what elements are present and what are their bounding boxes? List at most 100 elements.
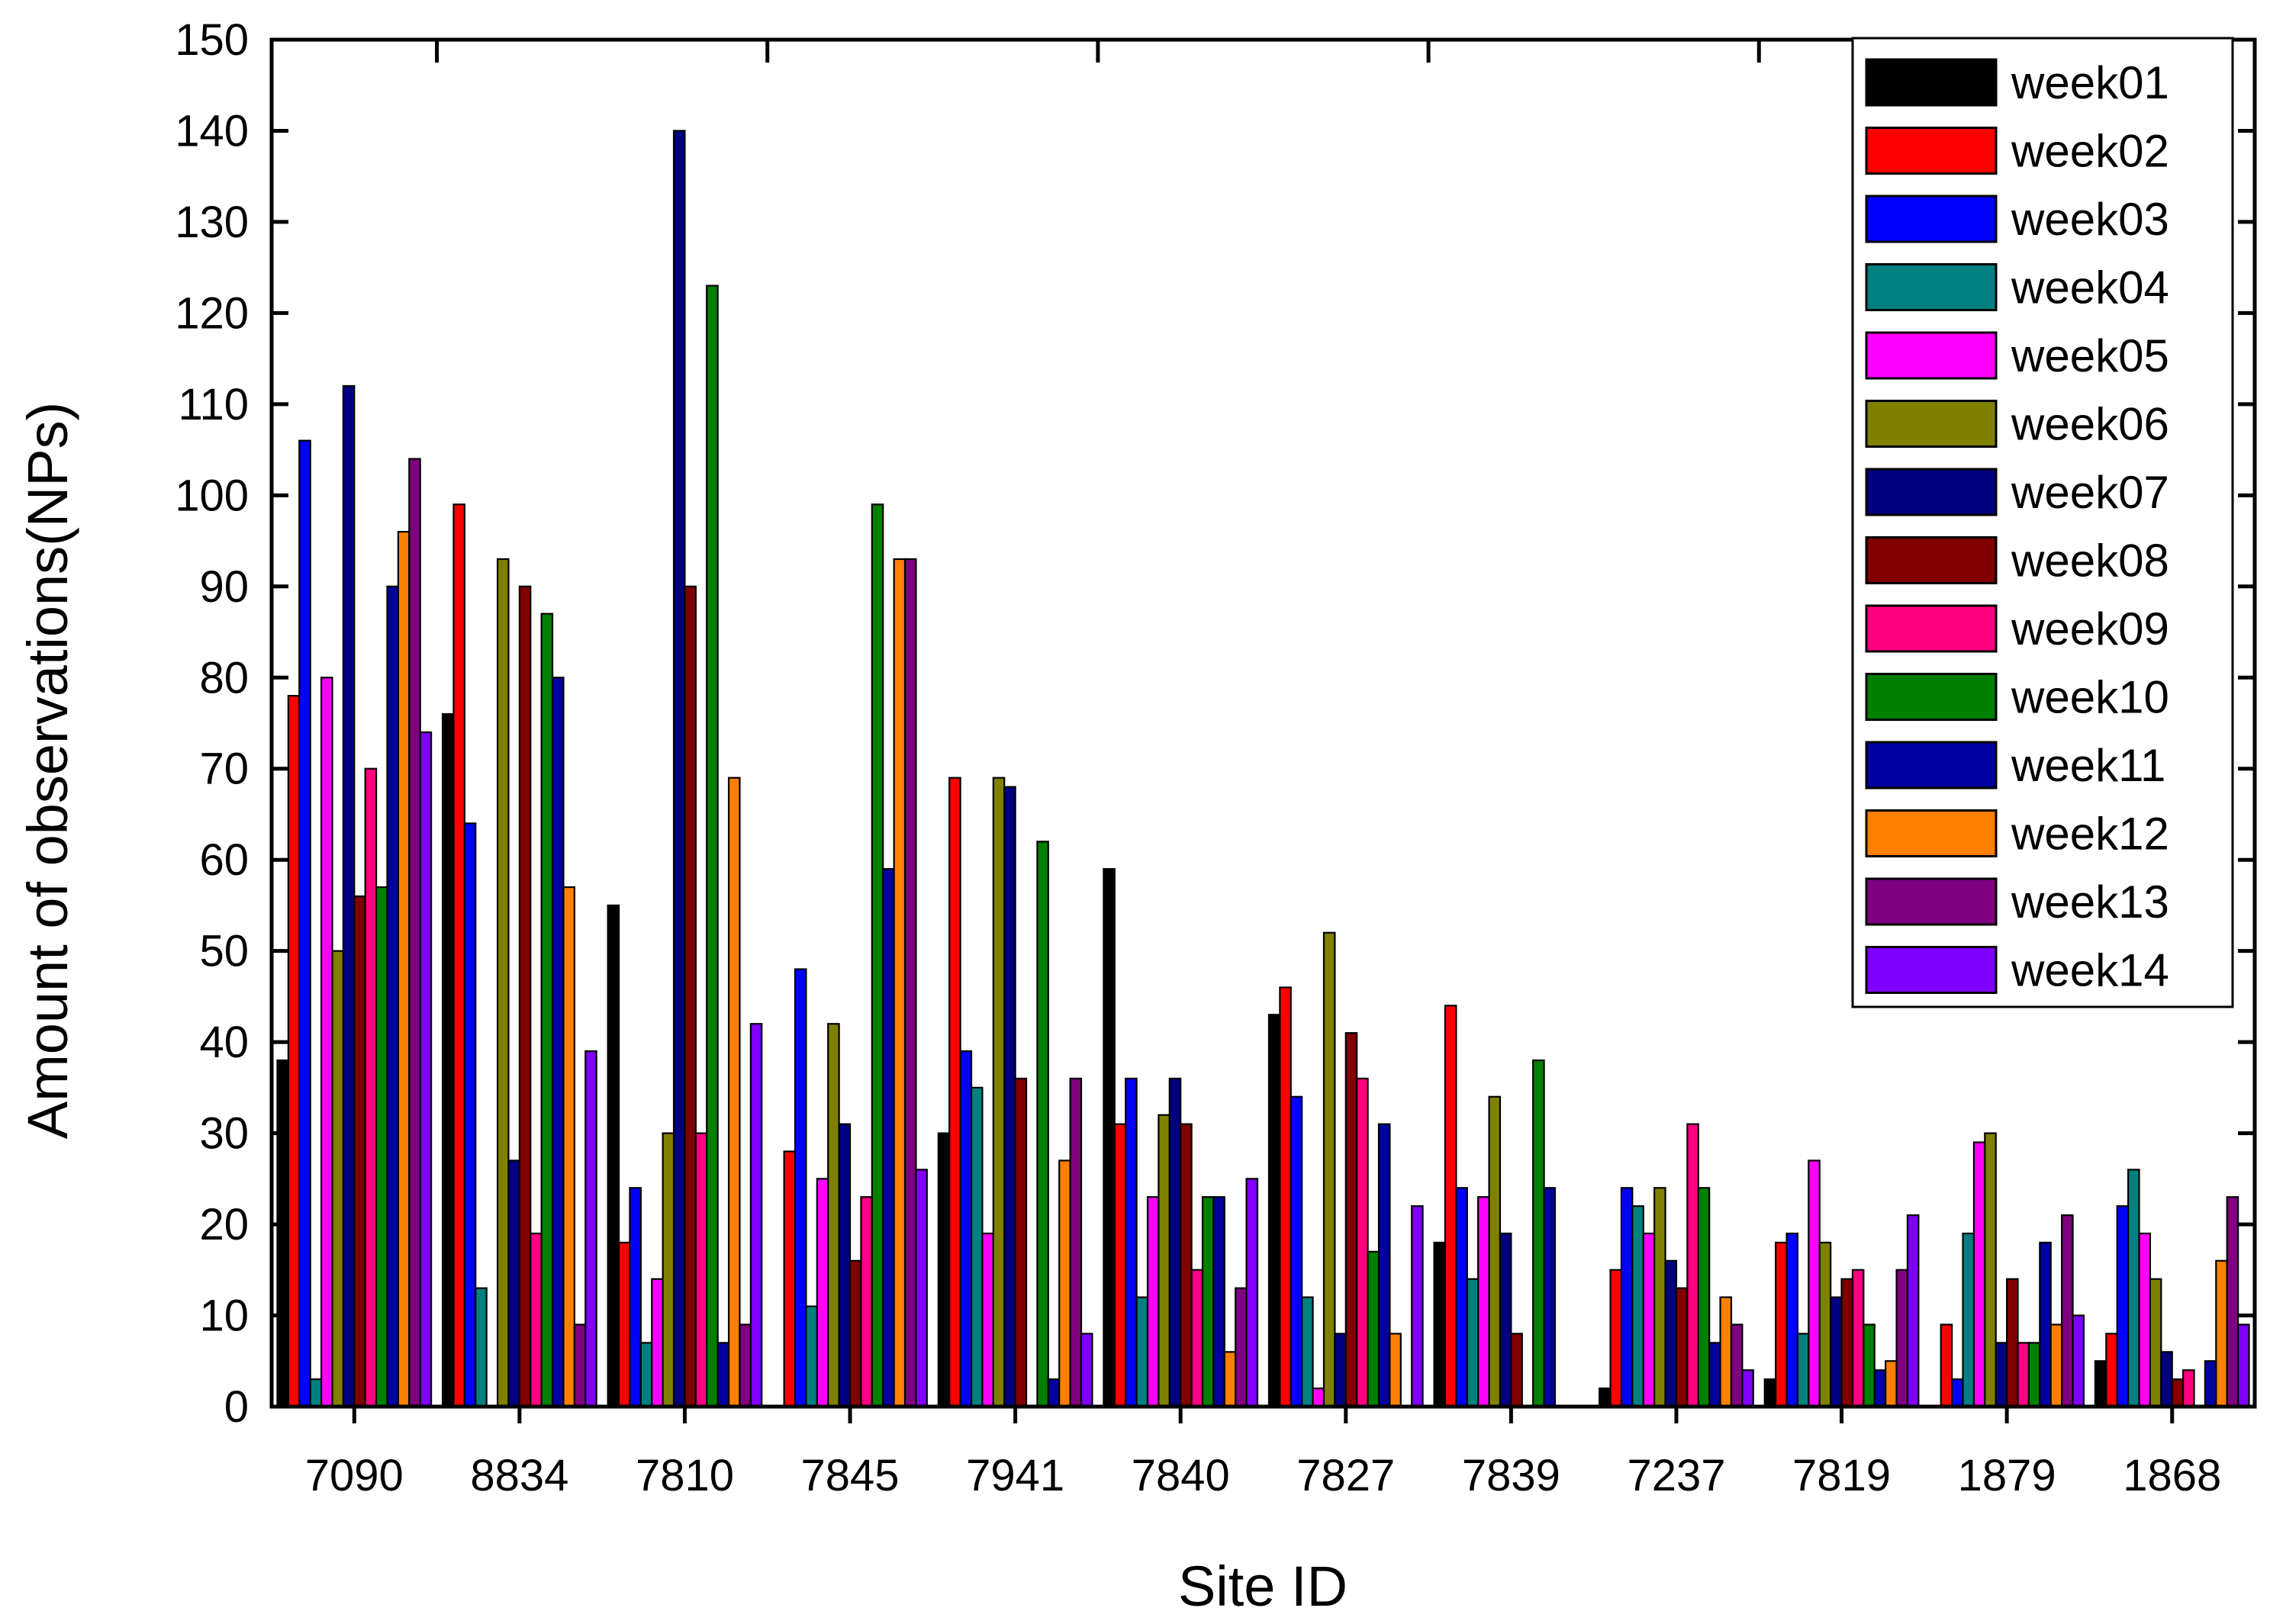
x-tick-label: 7819 — [1792, 1451, 1891, 1500]
bar-week03-7827 — [1290, 1095, 1303, 1408]
bar-week08-7237 — [1675, 1287, 1689, 1408]
bar-week02-7827 — [1279, 986, 1292, 1408]
legend-swatch-week13 — [1865, 877, 1998, 926]
bar-week05-7090 — [320, 677, 333, 1408]
x-tick-label: 7839 — [1462, 1451, 1560, 1500]
bar-week05-1879 — [1972, 1141, 1986, 1408]
y-tick-label: 110 — [179, 380, 249, 429]
bar-week06-7810 — [662, 1132, 675, 1408]
bar-week09-1879 — [2017, 1342, 2030, 1408]
bar-week10-7840 — [1201, 1196, 1215, 1408]
bar-week14-7237 — [1741, 1369, 1754, 1408]
bar-week10-7090 — [375, 886, 388, 1408]
bar-week12-7827 — [1389, 1333, 1402, 1408]
legend-swatch-week02 — [1865, 127, 1998, 175]
bar-week04-7845 — [805, 1305, 818, 1408]
bar-week05-7941 — [981, 1232, 994, 1408]
x-tick-label: 8834 — [470, 1451, 568, 1500]
bar-week12-8834 — [562, 886, 575, 1408]
bar-week14-7840 — [1245, 1178, 1259, 1408]
legend-label-week01: week01 — [2011, 57, 2169, 108]
x-tick-label: 7827 — [1296, 1451, 1395, 1500]
bar-week04-7237 — [1631, 1205, 1644, 1408]
bar-week03-7237 — [1620, 1187, 1634, 1408]
bar-week02-7819 — [1775, 1241, 1788, 1408]
bar-week09-7237 — [1686, 1123, 1699, 1408]
legend-swatch-week03 — [1865, 195, 1998, 243]
bar-week02-7237 — [1609, 1269, 1623, 1408]
legend-label-week12: week12 — [2011, 809, 2169, 860]
bar-week08-7819 — [1840, 1278, 1854, 1408]
bar-week01-7839 — [1433, 1241, 1447, 1408]
bar-week07-8834 — [507, 1159, 520, 1408]
bar-week06-7845 — [827, 1023, 840, 1408]
bar-week02-1868 — [2105, 1333, 2118, 1408]
bar-week11-7237 — [1708, 1342, 1721, 1408]
bar-week07-1879 — [1995, 1342, 2008, 1408]
bar-week14-8834 — [584, 1050, 597, 1408]
bar-week14-7941 — [1080, 1333, 1093, 1408]
bar-week02-7090 — [287, 695, 301, 1408]
bar-week09-8834 — [530, 1232, 543, 1408]
bar-week05-7810 — [651, 1278, 664, 1408]
bar-week02-7840 — [1113, 1123, 1127, 1408]
y-tick-label: 120 — [175, 288, 249, 338]
bar-week04-7819 — [1796, 1333, 1810, 1408]
bar-week07-7827 — [1334, 1333, 1347, 1408]
legend-swatch-week08 — [1865, 536, 1998, 584]
y-tick-label: 150 — [175, 15, 249, 65]
bar-week08-7840 — [1180, 1123, 1193, 1408]
bar-week04-1868 — [2127, 1169, 2140, 1408]
labels-layer: 0 10 20 30 40 50 60 70 80 90 100 110 120 130 140 150 709… — [175, 15, 2221, 1500]
bar-week01-7819 — [1763, 1378, 1777, 1408]
legend: week01 week02 week03 week04 week05 week06 week… — [1851, 37, 2234, 1008]
bar-week13-7819 — [1895, 1269, 1909, 1408]
y-tick-label: 130 — [175, 198, 249, 247]
bar-week04-7840 — [1135, 1296, 1149, 1408]
bar-week01-7827 — [1267, 1014, 1281, 1408]
bar-week07-7810 — [672, 130, 686, 1408]
bar-week06-1879 — [1984, 1132, 1997, 1408]
bar-week13-8834 — [573, 1323, 587, 1408]
bar-week01-7840 — [1103, 868, 1116, 1408]
y-tick-label: 30 — [199, 1109, 249, 1159]
bar-week09-7840 — [1190, 1269, 1204, 1408]
bar-week12-7237 — [1719, 1296, 1733, 1408]
legend-label-week14: week14 — [2011, 945, 2169, 996]
y-tick-label: 90 — [199, 562, 249, 612]
legend-swatch-week09 — [1865, 604, 1998, 653]
legend-label-week02: week02 — [2011, 126, 2169, 177]
bar-week05-7839 — [1477, 1196, 1490, 1408]
y-axis-title: Amount of observations(NPs) — [16, 402, 79, 1140]
bar-week14-7827 — [1411, 1205, 1424, 1408]
bar-week14-1879 — [2072, 1314, 2085, 1408]
bar-week03-1879 — [1951, 1378, 1964, 1408]
bar-week08-1868 — [2171, 1378, 2185, 1408]
bar-week09-7827 — [1356, 1077, 1369, 1408]
bar-week01-8834 — [441, 712, 455, 1408]
legend-swatch-week11 — [1865, 741, 1998, 789]
bar-week03-7845 — [794, 968, 807, 1408]
legend-swatch-week04 — [1865, 263, 1998, 311]
bar-week06-7827 — [1322, 931, 1336, 1408]
x-tick-label: 7840 — [1132, 1451, 1230, 1500]
bar-week11-7845 — [882, 868, 895, 1408]
legend-swatch-week14 — [1865, 946, 1998, 994]
bar-week04-8834 — [475, 1287, 488, 1408]
legend-swatch-week06 — [1865, 400, 1998, 448]
bar-week02-7941 — [948, 777, 961, 1408]
bar-week07-7839 — [1499, 1232, 1512, 1408]
bar-week13-7840 — [1235, 1287, 1248, 1408]
legend-label-week11: week11 — [2011, 740, 2165, 791]
bar-week07-7819 — [1830, 1296, 1843, 1408]
bar-week03-8834 — [463, 822, 477, 1408]
bar-week10-7941 — [1036, 841, 1049, 1408]
bar-week02-7810 — [617, 1241, 631, 1408]
bar-week03-7819 — [1785, 1232, 1799, 1408]
y-tick-label: 50 — [199, 927, 249, 976]
bar-week13-7810 — [739, 1323, 752, 1408]
y-tick-label: 100 — [175, 471, 249, 520]
bar-week12-7090 — [397, 531, 411, 1408]
bar-week06-7839 — [1488, 1095, 1502, 1408]
x-tick-label: 7090 — [305, 1451, 404, 1500]
